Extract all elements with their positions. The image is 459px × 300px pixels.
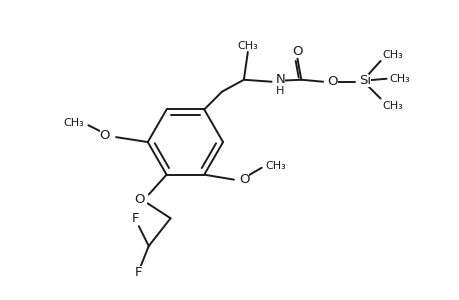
Text: O: O: [326, 75, 337, 88]
Text: CH₃: CH₃: [265, 161, 286, 171]
Text: F: F: [135, 266, 142, 279]
Text: CH₃: CH₃: [237, 41, 257, 51]
Text: O: O: [134, 193, 145, 206]
Text: O: O: [100, 129, 110, 142]
Text: CH₃: CH₃: [63, 118, 84, 128]
Text: N: N: [275, 73, 285, 86]
Text: CH₃: CH₃: [382, 100, 403, 110]
Text: H: H: [275, 85, 283, 96]
Text: Si: Si: [358, 74, 370, 87]
Text: O: O: [238, 173, 249, 186]
Text: CH₃: CH₃: [389, 74, 409, 84]
Text: O: O: [291, 44, 302, 58]
Text: F: F: [132, 212, 140, 225]
Text: CH₃: CH₃: [382, 50, 403, 60]
